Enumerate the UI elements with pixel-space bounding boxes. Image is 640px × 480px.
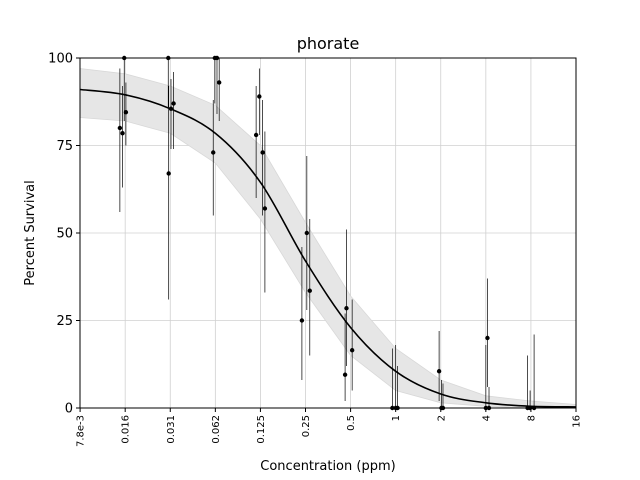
data-point — [436, 369, 442, 374]
data-point — [307, 288, 312, 293]
data-point — [120, 131, 125, 136]
data-points — [117, 55, 537, 411]
y-tick-label: 25 — [56, 314, 73, 329]
data-point — [299, 318, 305, 323]
data-point — [123, 110, 129, 115]
fit-curve-line — [79, 88, 577, 408]
y-tick-label: 0 — [65, 402, 73, 417]
data-point — [168, 106, 174, 111]
x-tick-label: 0.5 — [346, 415, 357, 431]
data-point — [171, 101, 176, 106]
x-tick-label: 1 — [391, 415, 402, 421]
y-axis: 0 25 50 75 100 — [48, 52, 80, 417]
data-point — [216, 80, 222, 85]
y-axis-label: Percent Survival — [23, 180, 38, 285]
x-tick-label: 4 — [481, 415, 492, 421]
data-point — [349, 348, 355, 353]
confidence-band — [79, 68, 577, 409]
x-tick-label: 0.125 — [256, 415, 267, 444]
data-point — [304, 230, 310, 236]
x-axis-label: Concentration (ppm) — [260, 459, 395, 474]
x-tick-label: 2 — [436, 415, 447, 421]
x-tick-label: 0.031 — [166, 415, 177, 444]
data-point — [166, 171, 171, 176]
x-tick-label: 16 — [572, 415, 583, 428]
x-axis: 7.8e-3 0.016 0.031 0.062 0.125 0.25 0.5 1 2 4 8 16 — [76, 408, 583, 447]
y-tick-label: 100 — [48, 52, 73, 67]
data-point — [211, 150, 216, 155]
data-point — [262, 206, 268, 211]
data-point — [260, 150, 265, 155]
data-point — [257, 94, 262, 99]
data-point — [117, 125, 123, 131]
y-tick-label: 50 — [56, 227, 73, 242]
chart-title: phorate — [297, 34, 360, 53]
data-point — [485, 335, 490, 341]
x-tick-label: 0.25 — [301, 415, 312, 437]
x-tick-label: 8 — [526, 415, 537, 421]
data-point — [253, 132, 259, 138]
data-point — [342, 372, 348, 377]
confidence-band-area — [79, 68, 577, 409]
x-tick-label: 7.8e-3 — [76, 415, 87, 447]
fit-curve — [79, 88, 577, 408]
x-tick-label: 0.062 — [211, 415, 222, 444]
data-point — [344, 306, 349, 311]
y-tick-label: 75 — [56, 139, 73, 154]
x-tick-label: 0.016 — [121, 415, 132, 444]
